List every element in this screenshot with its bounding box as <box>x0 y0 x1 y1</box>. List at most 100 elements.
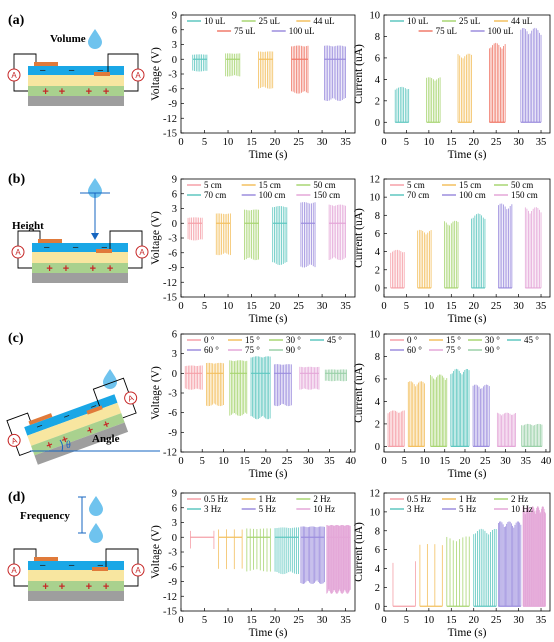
axes-frame <box>180 14 356 134</box>
water-drop-icon <box>89 523 103 543</box>
x-tick-label: 35 <box>520 456 531 467</box>
x-tick-label: 10 <box>223 615 234 626</box>
legend-label: 10 Hz <box>313 504 335 514</box>
y-axis-label: Current (uA) <box>353 44 365 104</box>
legend-label: 75 uL <box>234 26 255 36</box>
water-drop-icon <box>89 496 103 516</box>
top-electrode <box>34 557 58 561</box>
parameter-label: Frequency <box>20 510 70 522</box>
negative-charge: − <box>40 560 46 572</box>
bottom-electrode <box>94 72 110 76</box>
x-tick-label: 30 <box>513 137 524 148</box>
series-4 <box>472 384 490 447</box>
positive-charge: + <box>86 86 92 98</box>
x-tick-label: 10 <box>424 301 435 312</box>
teng-dielectric-layer <box>28 570 124 581</box>
x-tick-label: 10 <box>223 137 234 148</box>
legend-label: 90 ° <box>485 345 500 355</box>
wire <box>13 53 37 92</box>
y-tick-label: 6 <box>375 545 380 556</box>
x-tick-label: 35 <box>536 137 547 148</box>
series-2 <box>258 51 274 89</box>
legend-label: 75 ° <box>446 345 461 355</box>
y-tick-label: 6 <box>172 25 177 36</box>
x-tick-label: 15 <box>239 456 250 467</box>
y-tick-label: 2 <box>375 265 380 276</box>
teng-substrate <box>28 591 124 601</box>
series-3 <box>272 206 288 266</box>
y-tick-label: -15 <box>163 293 177 304</box>
y-tick-label: 6 <box>172 189 177 200</box>
axes-frame <box>383 178 551 298</box>
x-tick-label: 35 <box>340 615 351 626</box>
legend-label: 5 Hz <box>459 504 476 514</box>
positive-charge: + <box>45 439 55 452</box>
legend-label: 150 cm <box>313 190 340 200</box>
y-axis-label: Voltage (V) <box>150 525 162 579</box>
x-tick-label: 20 <box>270 615 281 626</box>
series-2 <box>244 209 259 261</box>
positive-charge: + <box>63 263 69 275</box>
wire <box>92 377 137 419</box>
parameter-label: Height <box>12 220 44 232</box>
axes-frame <box>383 492 551 612</box>
x-tick-label: 25 <box>293 615 304 626</box>
y-tick-label: 9 <box>172 11 177 22</box>
negative-charge: − <box>72 242 78 254</box>
wire <box>107 53 139 92</box>
ammeter-icon <box>7 563 21 577</box>
y-axis-label: Current (uA) <box>353 522 365 582</box>
series-0 <box>387 410 405 447</box>
series-2 <box>246 528 271 572</box>
legend-label: 1 Hz <box>459 494 476 504</box>
y-tick-label: 2 <box>375 419 380 430</box>
x-tick-label: 10 <box>223 301 234 312</box>
teng-substrate <box>28 96 124 106</box>
series-0 <box>190 530 215 549</box>
legend-label: 15 ° <box>245 335 260 345</box>
legend-label: 50 cm <box>511 180 533 190</box>
series-0 <box>392 561 416 607</box>
panel-label: (c) <box>8 331 24 346</box>
y-tick-label: -9 <box>168 263 177 274</box>
series-6 <box>521 423 543 447</box>
series-2 <box>444 220 459 289</box>
y-tick-label: -15 <box>163 129 177 140</box>
y-tick-label: -3 <box>168 234 177 245</box>
y-axis-label: Current (uA) <box>353 363 365 423</box>
series-2 <box>229 360 248 416</box>
y-tick-label: -12 <box>163 278 177 289</box>
y-tick-label: 0 <box>375 442 380 453</box>
x-tick-label: 5 <box>200 456 205 467</box>
positive-charge: + <box>86 581 92 593</box>
negative-charge: − <box>35 420 45 433</box>
teng-dielectric-layer <box>27 402 122 446</box>
legend-label: 70 cm <box>204 190 226 200</box>
y-tick-label: 3 <box>172 518 177 529</box>
series-1 <box>417 229 432 289</box>
x-tick-label: 5 <box>404 137 409 148</box>
series-5 <box>326 524 351 594</box>
y-tick-label: 2 <box>375 96 380 107</box>
x-tick-label: 30 <box>513 301 524 312</box>
positive-charge: + <box>42 86 48 98</box>
x-tick-label: 35 <box>536 615 547 626</box>
angle-arc <box>59 439 64 452</box>
y-tick-label: 4 <box>375 397 381 408</box>
series-4 <box>300 526 325 584</box>
legend-label: 150 cm <box>511 190 538 200</box>
series-1 <box>407 381 425 447</box>
legend-label: 44 uL <box>313 16 334 26</box>
y-tick-label: 10 <box>370 11 381 22</box>
series-2 <box>457 53 472 123</box>
ammeter-label: A <box>135 566 141 575</box>
legend-label: 60 ° <box>204 345 219 355</box>
negative-charge: − <box>62 410 72 423</box>
series-0 <box>184 365 203 390</box>
wire <box>105 548 139 587</box>
x-tick-label: 5 <box>202 137 207 148</box>
ammeter-icon <box>131 68 145 82</box>
series-6 <box>324 369 347 382</box>
series-0 <box>187 217 203 241</box>
series-0 <box>394 86 410 123</box>
